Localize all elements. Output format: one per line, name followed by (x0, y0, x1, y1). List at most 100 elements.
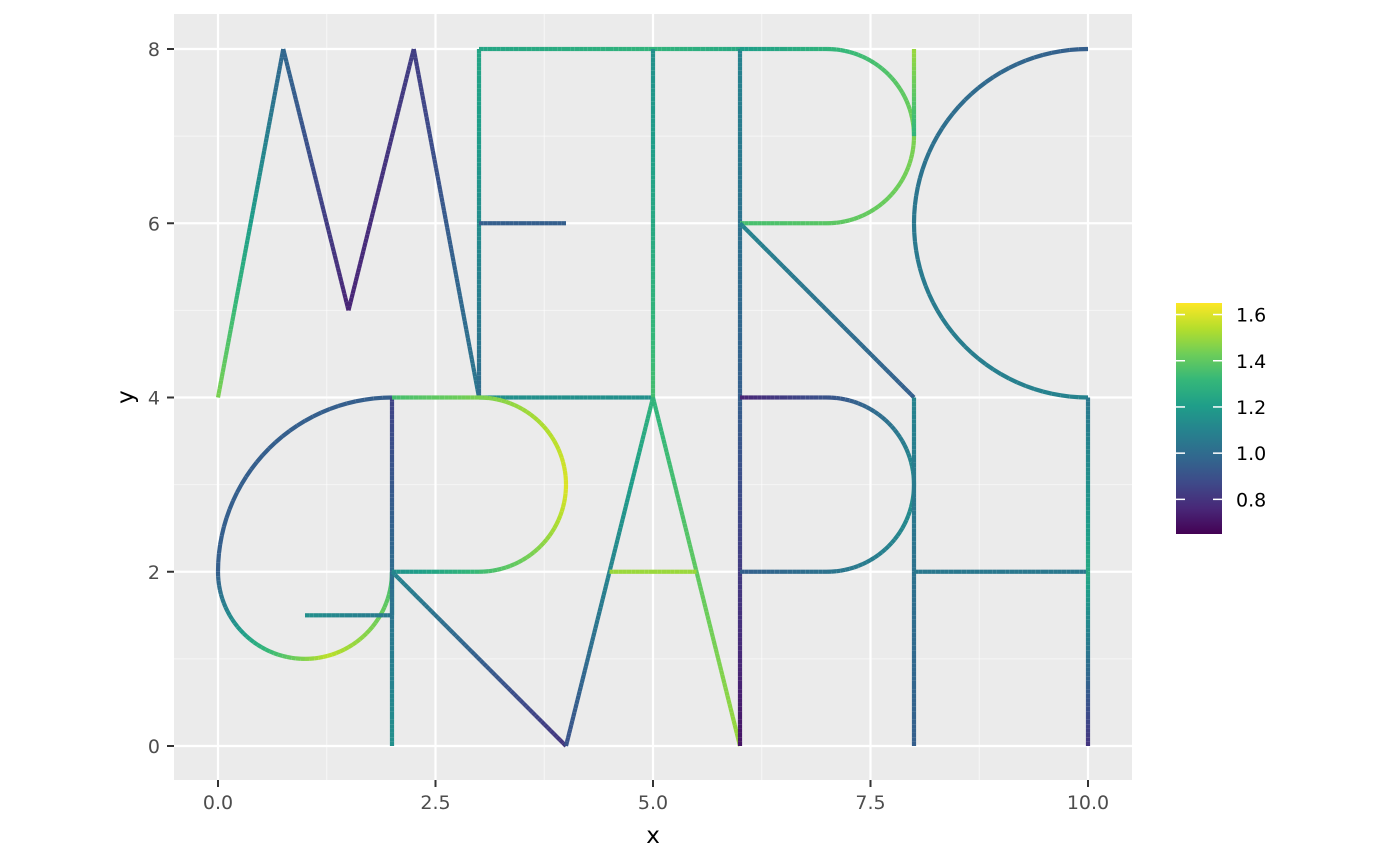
data-segment (895, 182, 902, 189)
data-segment (875, 359, 882, 366)
data-segment (425, 120, 431, 126)
data-segment (216, 580, 222, 586)
data-segment (453, 269, 458, 275)
data-segment (603, 581, 609, 587)
data-segment (999, 372, 1011, 381)
data-segment (382, 162, 388, 168)
data-segment (686, 539, 692, 545)
data-segment (793, 276, 800, 283)
data-segment (427, 606, 434, 613)
data-segment (857, 340, 864, 348)
data-segment (835, 47, 841, 53)
data-segment (907, 158, 914, 164)
data-segment (220, 367, 226, 373)
data-segment (898, 527, 905, 534)
data-segment (235, 290, 240, 296)
data-segment (784, 267, 791, 274)
data-segment (487, 395, 493, 401)
data-segment (473, 380, 479, 386)
data-segment (431, 154, 437, 160)
data-series-10 (911, 46, 1089, 400)
data-segment (308, 158, 314, 164)
data-segment (328, 238, 334, 244)
data-segment (405, 69, 411, 75)
data-segment (729, 711, 735, 718)
data-segment (492, 396, 498, 402)
data-segment (747, 230, 754, 237)
data-segment (451, 261, 457, 267)
data-segment (254, 188, 260, 194)
data-segment (558, 510, 564, 517)
data-segment (379, 174, 385, 181)
data-segment (226, 337, 232, 343)
data-segment (409, 52, 415, 58)
data-segment (494, 674, 501, 681)
data-segment (665, 455, 671, 461)
data-segment (664, 451, 670, 457)
data-segment (291, 90, 297, 96)
data-segment (883, 418, 890, 425)
data-segment (876, 63, 884, 71)
data-segment (403, 78, 409, 84)
data-segment (690, 556, 696, 562)
data-segment (322, 212, 328, 219)
data-segment (631, 472, 637, 478)
data-segment (246, 227, 252, 233)
data-segment (451, 631, 458, 638)
data-segment (396, 103, 403, 109)
data-segment (418, 86, 424, 92)
data-segment (687, 543, 693, 550)
data-segment (230, 316, 236, 322)
data-segment (543, 723, 550, 730)
data-segment (363, 238, 369, 244)
data-segment (914, 250, 920, 260)
data-segment (869, 58, 876, 65)
data-segment (844, 566, 851, 572)
data-segment (334, 263, 341, 269)
data-segment (249, 214, 255, 220)
data-segment (912, 204, 918, 215)
y-axis-title: y (113, 390, 139, 404)
data-segment (876, 550, 884, 557)
data-segment (535, 544, 542, 551)
data-segment (848, 565, 855, 571)
data-segment (642, 426, 648, 432)
data-segment (348, 297, 354, 303)
data-segment (702, 602, 708, 608)
data-segment (291, 655, 297, 661)
data-segment (428, 137, 434, 143)
data-segment (361, 246, 367, 252)
data-segment (544, 428, 552, 435)
data-segment (506, 686, 513, 693)
data-segment (250, 210, 256, 216)
data-segment (857, 401, 864, 407)
data-segment (283, 56, 289, 63)
x-tick-label: 10.0 (1067, 792, 1109, 814)
data-segment (718, 665, 724, 671)
data-segment (437, 184, 443, 190)
data-segment (781, 264, 788, 271)
data-segment (436, 616, 443, 623)
data-segment (605, 573, 612, 579)
data-segment (293, 99, 299, 105)
data-segment (699, 590, 705, 596)
data-segment (726, 699, 732, 705)
data-segment (249, 460, 259, 471)
data-segment (917, 267, 925, 278)
data-segment (666, 459, 672, 466)
data-segment (992, 70, 1003, 79)
data-segment (217, 584, 222, 591)
data-segment (691, 560, 697, 566)
data-segment (814, 298, 821, 305)
data-segment (532, 547, 539, 554)
data-series-16 (390, 570, 568, 748)
data-segment (728, 707, 734, 713)
data-segment (444, 222, 450, 228)
data-segment (833, 316, 840, 323)
data-segment (326, 229, 332, 236)
data-segment (277, 65, 283, 71)
data-segment (597, 606, 603, 613)
data-segment (621, 510, 627, 516)
data-segment (412, 52, 418, 58)
data-segment (468, 350, 474, 356)
